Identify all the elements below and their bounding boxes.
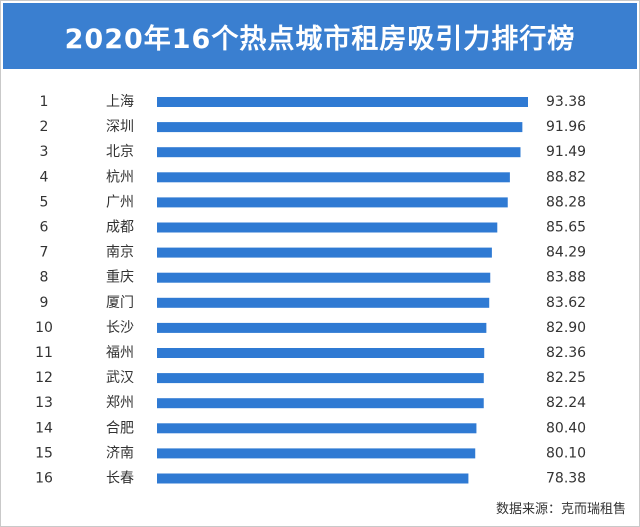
city-label: 长沙 <box>106 320 134 336</box>
bar <box>157 423 477 434</box>
bar <box>157 448 476 459</box>
bar <box>157 122 523 133</box>
bar <box>157 97 528 107</box>
city-label: 长春 <box>106 471 134 487</box>
rank-label: 16 <box>35 471 53 487</box>
bar-chart: 1 上海 93.38 2 深圳 91.96 3 北京 91.49 4 杭州 88.82 5 广州 88.28… <box>35 94 586 487</box>
chart-title: 2020年16个热点城市租房吸引力排行榜 <box>64 23 576 55</box>
bar <box>157 222 498 233</box>
source-note: 数据来源：克而瑞租售 <box>495 502 626 517</box>
title-bar: 2020年16个热点城市租房吸引力排行榜 <box>3 3 637 69</box>
city-label: 深圳 <box>106 119 134 135</box>
value-label: 84.29 <box>546 245 586 261</box>
rank-label: 7 <box>40 245 49 261</box>
city-label: 重庆 <box>106 270 134 286</box>
city-label: 上海 <box>106 94 134 110</box>
bar <box>157 197 508 208</box>
value-label: 83.88 <box>546 270 586 286</box>
bar <box>157 147 521 158</box>
bar <box>157 247 492 258</box>
city-label: 济南 <box>106 445 134 461</box>
rank-label: 11 <box>35 345 53 361</box>
value-label: 88.82 <box>546 169 586 185</box>
bar <box>157 322 487 333</box>
value-label: 93.38 <box>546 94 586 110</box>
rank-label: 13 <box>35 395 53 411</box>
bar <box>157 172 510 183</box>
value-label: 88.28 <box>546 194 586 210</box>
value-label: 82.25 <box>546 370 586 386</box>
city-label: 杭州 <box>106 169 134 185</box>
city-label: 广州 <box>106 194 134 210</box>
bar <box>157 348 485 358</box>
value-label: 82.90 <box>546 320 586 336</box>
value-label: 83.62 <box>546 295 586 311</box>
value-label: 82.36 <box>546 345 586 361</box>
city-label: 福州 <box>106 345 134 361</box>
city-label: 武汉 <box>106 370 134 386</box>
value-label: 91.49 <box>546 144 586 160</box>
rank-label: 12 <box>35 370 53 386</box>
rank-label: 9 <box>40 295 49 311</box>
value-label: 85.65 <box>546 220 586 236</box>
rank-label: 15 <box>35 445 53 461</box>
value-label: 78.38 <box>546 471 586 487</box>
value-label: 82.24 <box>546 395 586 411</box>
rank-label: 5 <box>40 194 49 210</box>
city-label: 合肥 <box>106 420 134 436</box>
city-label: 成都 <box>106 220 134 236</box>
rank-label: 14 <box>35 420 53 436</box>
rank-label: 4 <box>40 169 49 185</box>
rank-label: 3 <box>40 144 49 160</box>
bar <box>157 272 491 283</box>
rank-label: 2 <box>40 119 49 135</box>
bar <box>157 297 490 308</box>
value-label: 80.10 <box>546 445 586 461</box>
bar <box>157 473 469 484</box>
rank-label: 10 <box>35 320 53 336</box>
bar <box>157 398 484 409</box>
bar <box>157 373 484 384</box>
value-label: 80.40 <box>546 420 586 436</box>
city-label: 郑州 <box>106 395 134 411</box>
city-label: 南京 <box>106 245 134 261</box>
rank-label: 6 <box>40 220 49 236</box>
city-label: 北京 <box>106 144 134 160</box>
rank-label: 8 <box>40 270 49 286</box>
rank-label: 1 <box>40 94 49 110</box>
value-label: 91.96 <box>546 119 586 135</box>
city-label: 厦门 <box>106 295 134 311</box>
